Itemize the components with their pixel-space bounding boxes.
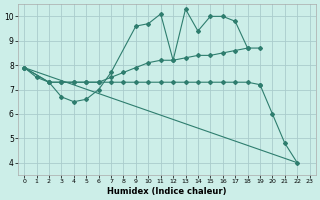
X-axis label: Humidex (Indice chaleur): Humidex (Indice chaleur) [107, 187, 227, 196]
